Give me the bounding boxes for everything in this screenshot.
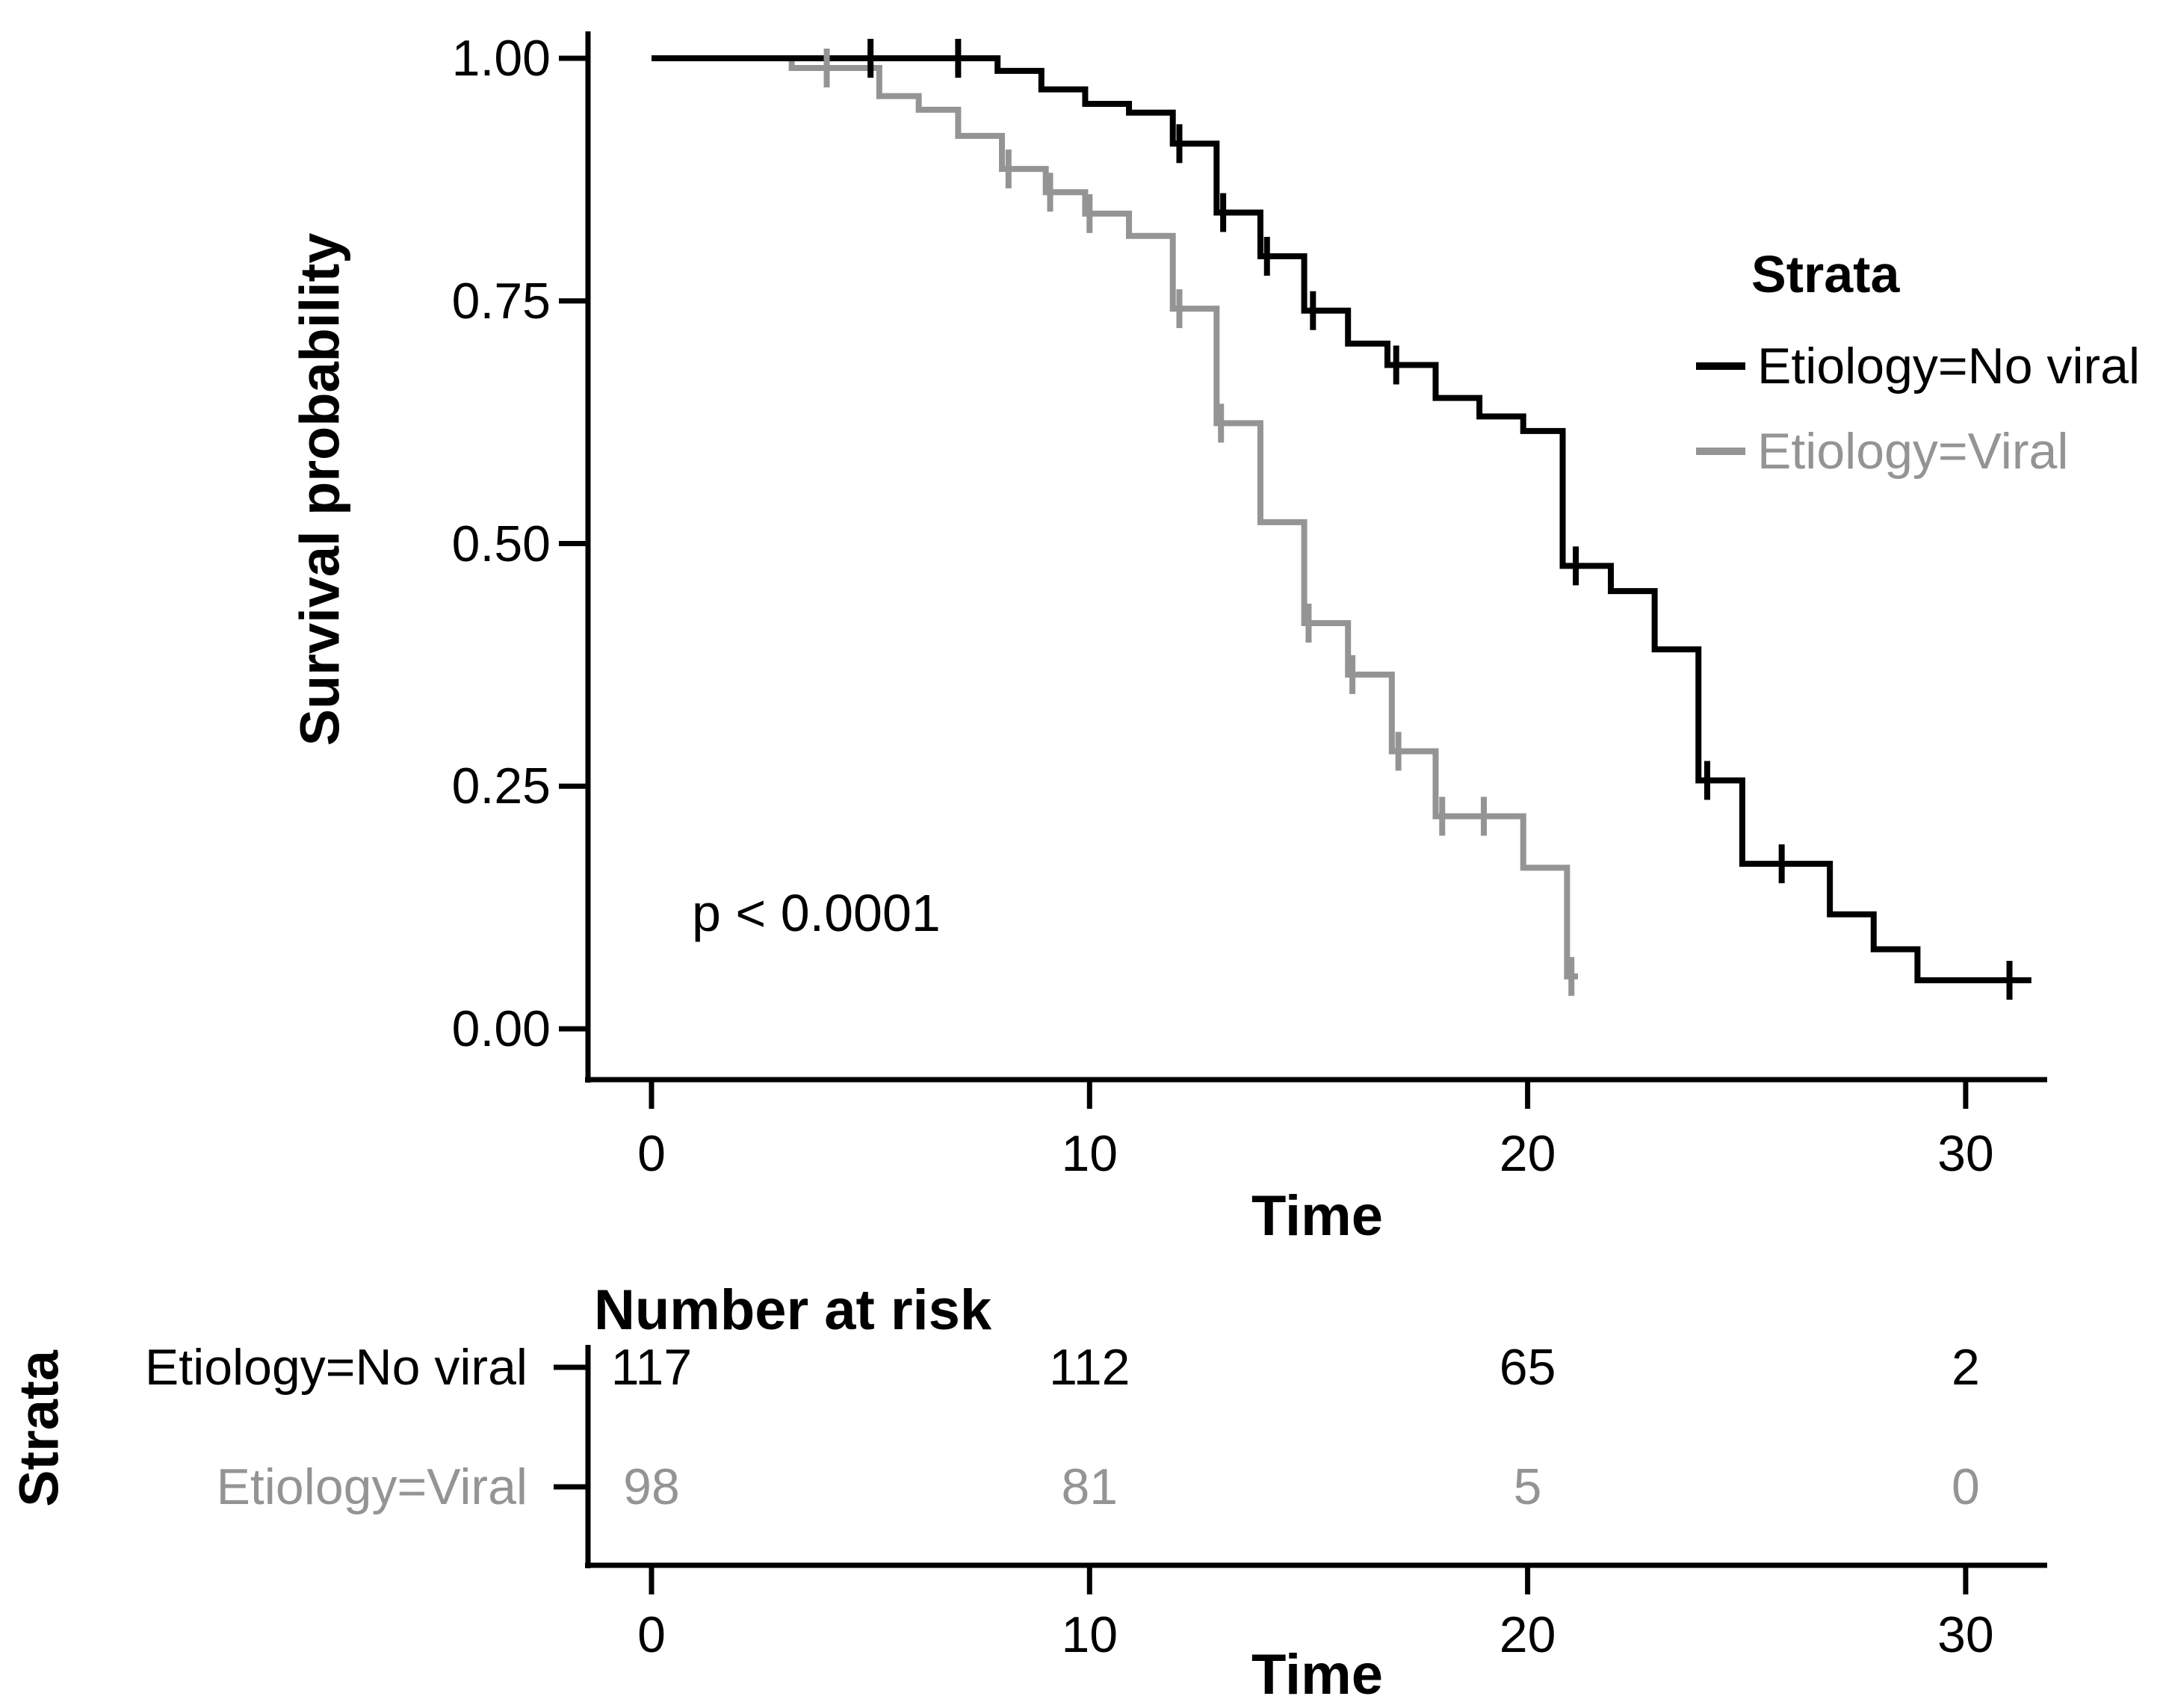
risk-x-tick-label: 30 xyxy=(1937,1606,1994,1663)
legend-entry-label: Etiology=Viral xyxy=(1757,423,2069,480)
risk-count: 0 xyxy=(1951,1458,1980,1515)
y-axis-title: Survival probability xyxy=(288,232,351,746)
y-tick-label: 0.00 xyxy=(451,1000,551,1057)
risk-count: 112 xyxy=(1049,1339,1130,1396)
risk-count: 2 xyxy=(1951,1339,1980,1396)
legend-key-line xyxy=(1696,448,1745,455)
y-tick-label: 0.75 xyxy=(451,272,551,329)
risk-row-label: Etiology=Viral xyxy=(216,1458,527,1515)
risk-row-label: Etiology=No viral xyxy=(144,1339,527,1396)
survival-curves xyxy=(652,55,2031,984)
x-axis-title: Time xyxy=(1251,1184,1383,1248)
y-tick-label: 0.25 xyxy=(451,758,551,815)
risk-count: 117 xyxy=(610,1339,693,1396)
risk-count: 65 xyxy=(1499,1339,1556,1396)
risk-x-tick-label: 10 xyxy=(1061,1606,1118,1663)
y-tick-label: 1.00 xyxy=(451,30,551,87)
km-curve-etiology-viral xyxy=(652,55,1579,980)
risk-count: 5 xyxy=(1513,1458,1542,1515)
p-value-annotation: p < 0.0001 xyxy=(692,884,941,942)
risk-table-title: Number at risk xyxy=(594,1278,992,1342)
legend-title: Strata xyxy=(1751,245,1900,303)
risk-x-tick-label: 20 xyxy=(1499,1606,1556,1663)
risk-table-strata-label: Strata xyxy=(7,1350,70,1507)
risk-x-axis-title: Time xyxy=(1251,1643,1383,1707)
risk-x-tick-label: 0 xyxy=(637,1606,666,1663)
risk-count: 81 xyxy=(1061,1458,1118,1515)
x-tick-label: 0 xyxy=(637,1125,666,1182)
x-tick-label: 20 xyxy=(1499,1125,1556,1182)
x-tick-label: 30 xyxy=(1937,1125,1994,1182)
x-tick-label: 10 xyxy=(1061,1125,1118,1182)
axis-ticks xyxy=(554,55,1969,1594)
risk-count: 98 xyxy=(623,1458,680,1515)
legend-key-line xyxy=(1696,362,1745,370)
censor-marks xyxy=(823,39,2013,1000)
km-curve-etiology-no-viral xyxy=(652,55,2031,984)
legend-entry-label: Etiology=No viral xyxy=(1757,338,2141,394)
y-tick-label: 0.50 xyxy=(451,515,551,572)
